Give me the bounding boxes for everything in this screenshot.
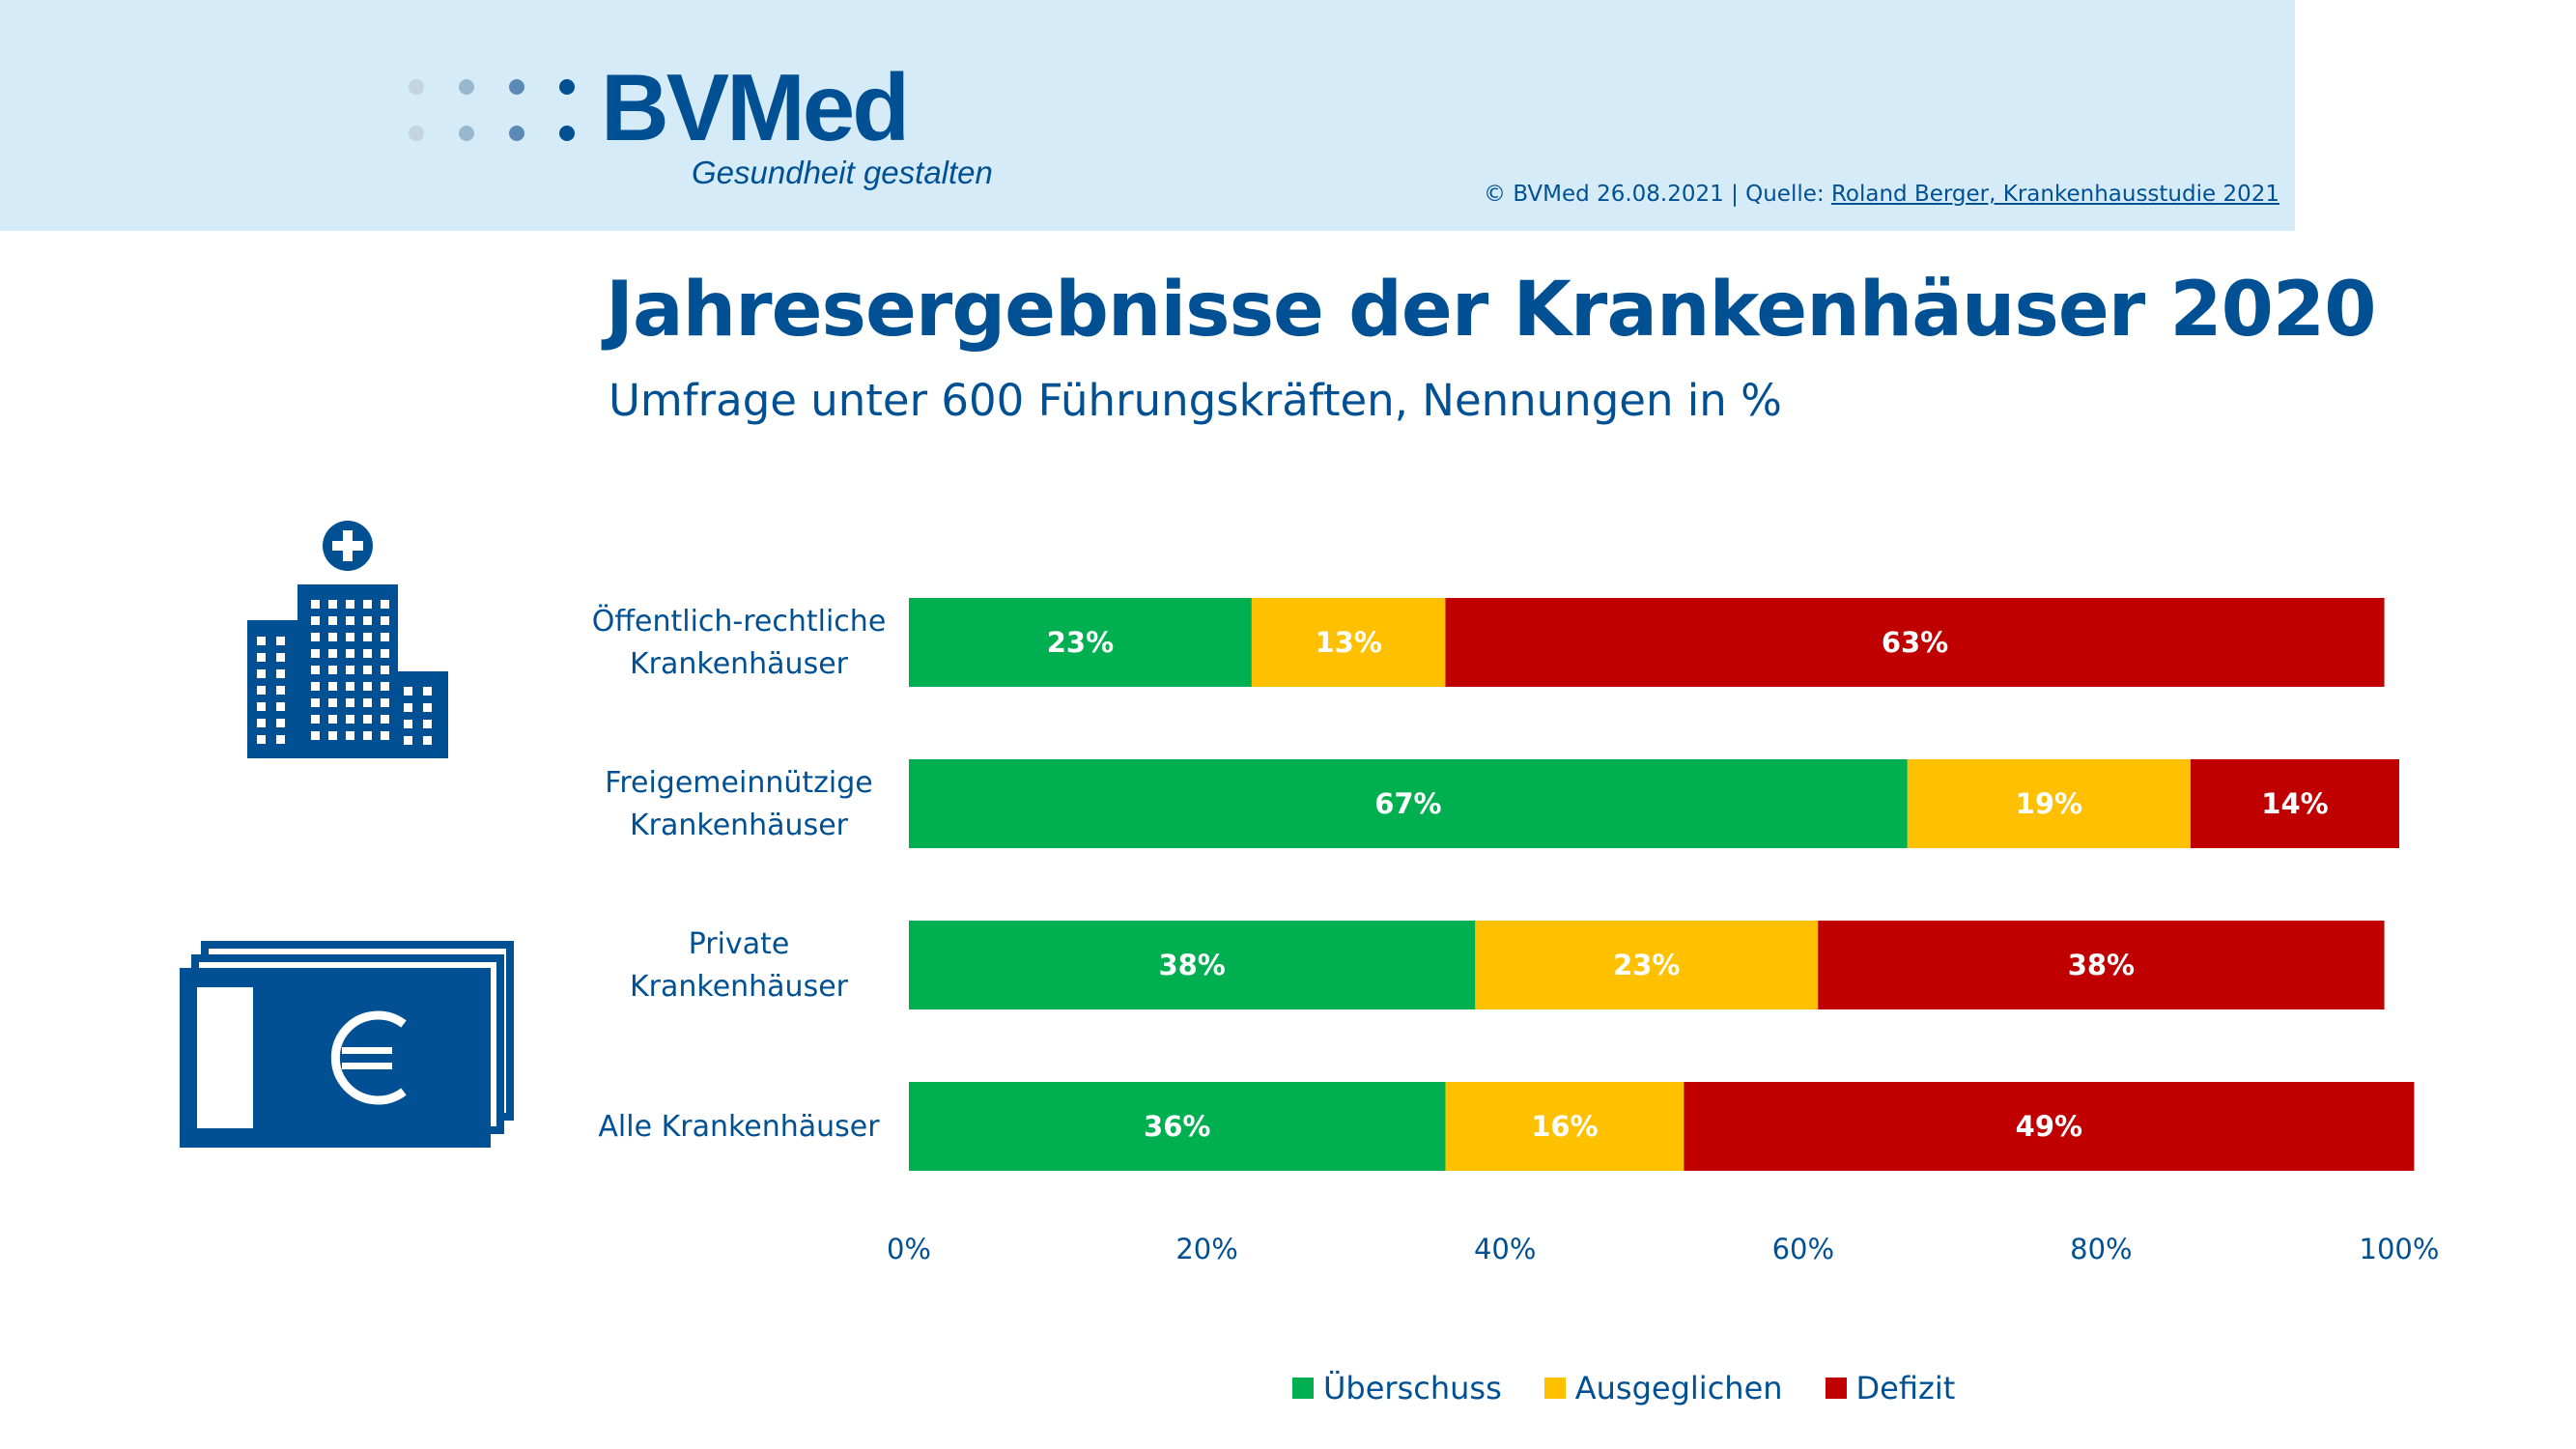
category-label-line: Alle Krankenhäuser bbox=[598, 1110, 880, 1144]
x-tick-label: 60% bbox=[1772, 1233, 1834, 1265]
bar-value-label: 67% bbox=[1374, 787, 1441, 820]
bar-segment bbox=[1475, 921, 1819, 1009]
bar-value-label: 38% bbox=[1158, 949, 1225, 981]
brand-tagline: Gesundheit gestalten bbox=[692, 155, 993, 190]
bar-segment bbox=[909, 759, 1908, 848]
bar-segment bbox=[1684, 1082, 2415, 1171]
source-prefix: © BVMed 26.08.2021 | Quelle: bbox=[1484, 182, 1831, 207]
legend-label: Defizit bbox=[1855, 1370, 1956, 1406]
x-tick-label: 100% bbox=[2360, 1233, 2440, 1265]
x-tick-label: 20% bbox=[1175, 1233, 1237, 1265]
euro-banknotes-icon bbox=[180, 941, 514, 1148]
bar-value-label: 63% bbox=[1882, 626, 1948, 659]
bar-segment bbox=[909, 598, 1252, 687]
source-link[interactable]: Roland Berger, Krankenhausstudie 2021 bbox=[1830, 182, 2279, 207]
category-label-line: Krankenhäuser bbox=[630, 970, 849, 1004]
category-label-line: Krankenhäuser bbox=[630, 809, 849, 842]
legend-swatch bbox=[1543, 1378, 1566, 1399]
category-label: Private Krankenhäuser bbox=[630, 927, 849, 1004]
chart-subtitle: Umfrage unter 600 Führungskräften, Nennu… bbox=[609, 375, 1782, 426]
category-label-line: Krankenhäuser bbox=[630, 647, 849, 681]
legend-swatch bbox=[1825, 1378, 1847, 1399]
x-tick-label: 0% bbox=[887, 1233, 931, 1265]
legend-item: Überschuss bbox=[1292, 1370, 1502, 1406]
category-label-line: Öffentlich-rechtliche bbox=[592, 604, 887, 639]
x-tick-label: 40% bbox=[1474, 1233, 1536, 1265]
bar-value-label: 13% bbox=[1315, 626, 1381, 659]
logo-dots-icon bbox=[409, 79, 575, 141]
bar-segment bbox=[1445, 598, 2385, 687]
bar-value-label: 23% bbox=[1047, 626, 1114, 659]
bar-value-label: 19% bbox=[2016, 787, 2082, 820]
bar-segment bbox=[1907, 759, 2191, 848]
bar-value-label: 49% bbox=[2016, 1110, 2082, 1143]
bar-value-label: 36% bbox=[1144, 1110, 1210, 1143]
x-tick-label: 80% bbox=[2070, 1233, 2132, 1265]
header-band bbox=[0, 0, 2295, 231]
source-line: © BVMed 26.08.2021 | Quelle: Roland Berg… bbox=[1484, 184, 2279, 206]
legend-swatch bbox=[1292, 1378, 1314, 1399]
chart-title: Jahresergebnisse der Krankenhäuser 2020 bbox=[606, 267, 2376, 354]
category-label: Alle Krankenhäuser bbox=[598, 1110, 880, 1144]
category-label: Freigemeinnützige Krankenhäuser bbox=[605, 766, 872, 842]
hospital-building-icon bbox=[247, 521, 448, 758]
bar-segment bbox=[909, 1082, 1446, 1171]
bar-value-label: 14% bbox=[2261, 787, 2328, 820]
category-label-line: Private bbox=[689, 927, 790, 961]
bar-segment bbox=[909, 921, 1476, 1009]
bar-segment bbox=[2190, 759, 2399, 848]
bar-value-label: 23% bbox=[1613, 949, 1680, 981]
brand-logo: BVMed bbox=[601, 54, 910, 160]
bar-segment bbox=[1445, 1082, 1684, 1171]
category-label: Öffentlich-rechtliche Krankenhäuser bbox=[592, 604, 887, 681]
bar-segment bbox=[1251, 598, 1446, 687]
bar-segment bbox=[1818, 921, 2385, 1009]
category-label-line: Freigemeinnützige bbox=[605, 766, 872, 800]
bar-value-label: 16% bbox=[1531, 1110, 1598, 1143]
legend-label: Ausgeglichen bbox=[1574, 1370, 1783, 1406]
legend-item: Ausgeglichen bbox=[1543, 1370, 1783, 1406]
legend-item: Defizit bbox=[1825, 1370, 1956, 1406]
chart-legend: Überschuss Ausgeglichen Defizit bbox=[1292, 1370, 1955, 1406]
bar-value-label: 38% bbox=[2068, 949, 2135, 981]
legend-label: Überschuss bbox=[1323, 1370, 1502, 1406]
